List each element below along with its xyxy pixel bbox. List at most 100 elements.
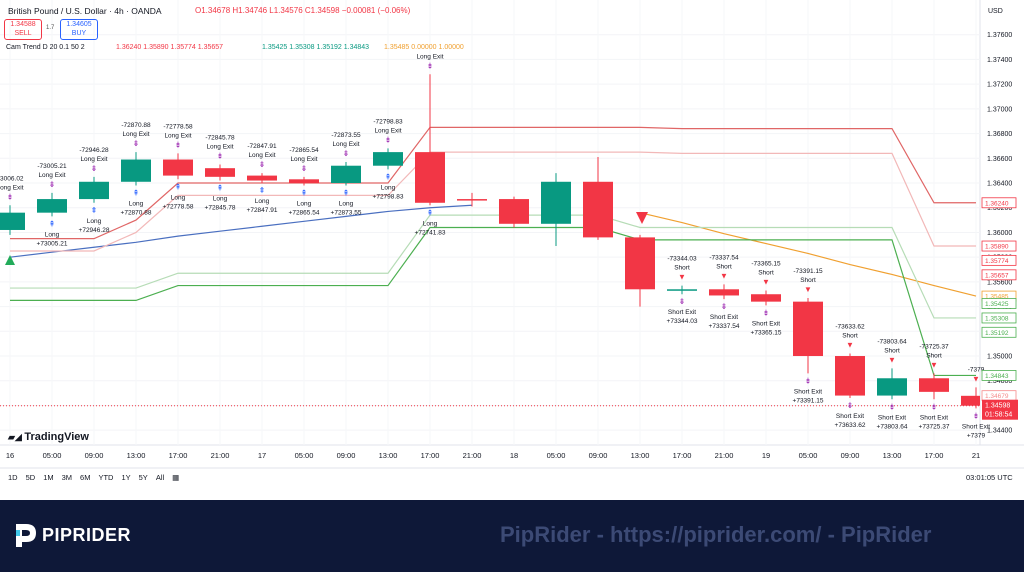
candle-body xyxy=(373,152,403,166)
range-button[interactable]: 1M xyxy=(43,473,54,482)
price-tag-label: 1.35657 xyxy=(985,272,1009,279)
signal-label: Long Exit xyxy=(122,131,149,138)
range-button[interactable]: 6M xyxy=(80,473,91,482)
signal-arrow: ▼ xyxy=(762,278,770,287)
calendar-icon[interactable]: ▦ xyxy=(172,473,180,482)
range-button[interactable]: 5Y xyxy=(138,473,148,482)
x-tick-label: 13:00 xyxy=(379,451,398,460)
signal-label: Long Exit xyxy=(206,143,233,150)
price-tag-label: 1.35308 xyxy=(985,315,1009,322)
signal-arrow: ▼ xyxy=(846,341,854,350)
candle-body xyxy=(583,181,613,238)
range-button[interactable]: YTD xyxy=(98,473,114,482)
signal-label: +72845.78 xyxy=(205,205,236,212)
signal-label: Short Exit xyxy=(920,414,948,421)
signal-label: +73725.37 xyxy=(919,423,950,430)
signal-label: Short xyxy=(716,263,732,270)
signal-label: Long Exit xyxy=(80,156,107,163)
y-tick-label: 1.37400 xyxy=(987,57,1012,64)
candle-body xyxy=(0,212,25,230)
signal-label: +73344.03 xyxy=(667,318,698,325)
signal-arrow: ▼ xyxy=(972,374,980,383)
signal-arrow: ⇞ xyxy=(259,186,266,195)
signal-arrow: ⇟ xyxy=(7,192,14,201)
signal-label: -7379 xyxy=(968,366,985,373)
signal-arrow: ⇟ xyxy=(343,149,350,158)
buy-label: BUY xyxy=(71,30,87,37)
signal-arrow: ⇟ xyxy=(973,411,980,420)
candle-body xyxy=(289,179,319,184)
price-tag-label: 1.36240 xyxy=(985,200,1009,207)
signal-arrow: ⇟ xyxy=(385,135,392,144)
signal-label: Long xyxy=(255,198,270,205)
candle-body xyxy=(919,378,949,392)
signal-label: Long xyxy=(297,200,312,207)
countdown: 01:58:54 xyxy=(985,412,1012,419)
x-tick-label: 09:00 xyxy=(337,451,356,460)
range-button[interactable]: 1D xyxy=(8,473,18,482)
signal-label: Long xyxy=(423,220,438,227)
candle-body xyxy=(499,199,529,224)
footer: PIPRIDER PipRider - https://piprider.com… xyxy=(0,500,1024,572)
signal-label: Long Exit xyxy=(164,132,191,139)
candle-body xyxy=(835,356,865,396)
signal-arrow: ▼ xyxy=(720,271,728,280)
signal-label: +73391.15 xyxy=(793,397,824,404)
signal-label: Long xyxy=(45,231,60,238)
chart: 1.344001.346001.348001.350001.352001.354… xyxy=(0,0,1024,469)
buy-button[interactable]: 1.34605 BUY xyxy=(60,19,98,40)
signal-label: Long Exit xyxy=(248,152,275,159)
candle-body xyxy=(709,289,739,296)
indicator-values: 1.35425 1.35308 1.35192 1.34843 xyxy=(262,44,370,51)
range-button[interactable]: 3M xyxy=(61,473,73,482)
signal-label: Long xyxy=(381,184,396,191)
range-bar: 1D 5D 1M 3M 6M YTD 1Y 5Y All ▦ xyxy=(8,473,179,482)
signal-arrow: ⇟ xyxy=(301,164,308,173)
signal-arrow: ▼ xyxy=(804,285,812,294)
signal-arrow: ⇞ xyxy=(385,172,392,181)
candle-body xyxy=(625,237,655,290)
signal-label: Long xyxy=(87,218,102,225)
signal-arrow: ⇟ xyxy=(217,151,224,160)
signal-label: -73337.54 xyxy=(709,254,739,261)
y-tick-label: 1.36000 xyxy=(987,230,1012,237)
x-tick-label: 17:00 xyxy=(421,451,440,460)
x-tick-label: 21:00 xyxy=(463,451,482,460)
signal-label: Short Exit xyxy=(752,320,780,327)
signal-label: +73365.15 xyxy=(751,329,782,336)
y-tick-label: 1.37600 xyxy=(987,32,1012,39)
candle-body xyxy=(541,181,571,224)
signal-label: -72870.88 xyxy=(121,122,151,129)
candle-body xyxy=(79,181,109,200)
range-button[interactable]: 5D xyxy=(25,473,36,482)
indicator-line xyxy=(10,126,976,240)
signal-arrow: ⇟ xyxy=(931,402,938,411)
signal-label: +73803.64 xyxy=(877,423,908,430)
signal-label: Short Exit xyxy=(962,423,990,430)
price-tag-label: 1.34843 xyxy=(985,373,1009,380)
signal-arrow: ⇞ xyxy=(49,219,56,228)
indicator-values: 1.36240 1.35890 1.35774 1.35657 xyxy=(116,44,224,51)
signal-label: Short Exit xyxy=(794,388,822,395)
signal-label: +73633.62 xyxy=(835,422,866,429)
price-tag-label: 1.34679 xyxy=(985,393,1009,400)
signal-label: -72946.28 xyxy=(79,147,109,154)
x-tick-label: 21 xyxy=(972,451,980,460)
range-button[interactable]: 1Y xyxy=(121,473,131,482)
signal-label: 73006.02 xyxy=(0,175,24,182)
signal-label: Short xyxy=(926,352,942,359)
plot xyxy=(0,34,980,431)
last-price-tag xyxy=(982,399,1018,420)
indicator-line xyxy=(10,214,976,319)
signal-label: Short Exit xyxy=(878,414,906,421)
x-tick-label: 05:00 xyxy=(43,451,62,460)
brand: PIPRIDER xyxy=(42,525,132,545)
x-tick-label: 21:00 xyxy=(715,451,734,460)
x-tick-label: 09:00 xyxy=(841,451,860,460)
sell-button[interactable]: 1.34588 SELL xyxy=(4,19,42,40)
range-button[interactable]: All xyxy=(155,473,165,482)
indicator-line xyxy=(9,204,473,258)
indicator: Cam Trend D 20 0.1 50 2 xyxy=(6,44,85,51)
signal-arrow: ▼ xyxy=(930,360,938,369)
x-tick-label: 13:00 xyxy=(883,451,902,460)
